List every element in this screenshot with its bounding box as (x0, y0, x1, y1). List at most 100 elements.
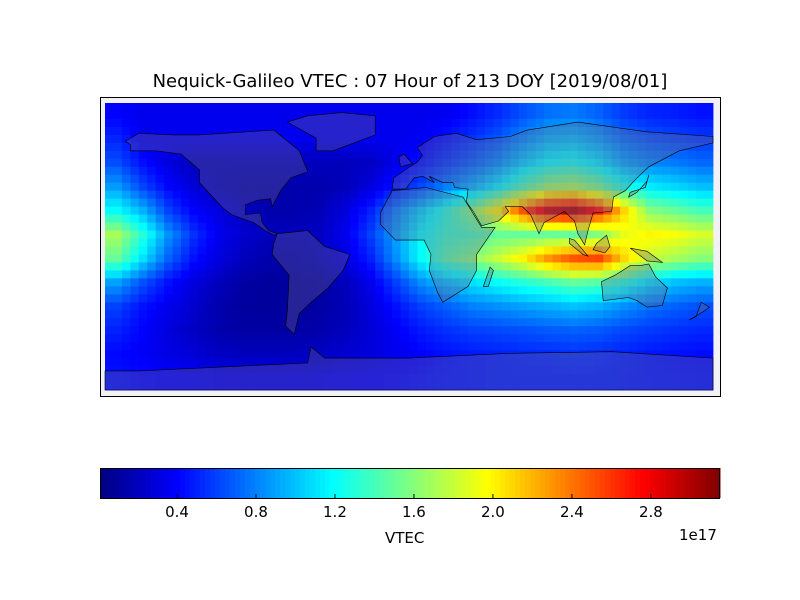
heatmap-cell (552, 174, 562, 184)
heatmap-cell (147, 158, 157, 168)
heatmap-cell (197, 110, 207, 120)
heatmap-cell (130, 110, 140, 120)
heatmap-cell (586, 230, 596, 239)
heatmap-cell (366, 182, 376, 192)
heatmap-cell (155, 246, 165, 255)
heatmap-cell (307, 366, 317, 375)
heatmap-cell (611, 334, 621, 343)
heatmap-cell (392, 262, 401, 271)
heatmap-cell (535, 278, 545, 287)
heatmap-cell (375, 190, 385, 200)
heatmap-cell (147, 222, 157, 231)
heatmap-cell (442, 238, 452, 247)
heatmap-cell (181, 134, 190, 144)
heatmap-cell (485, 158, 494, 168)
heatmap-cell (290, 190, 300, 200)
heatmap-cell (645, 286, 655, 295)
heatmap-cell (679, 158, 689, 168)
heatmap-cell (392, 302, 401, 311)
heatmap-cell (231, 374, 241, 383)
heatmap-cell (324, 230, 334, 239)
heatmap-cell (164, 222, 173, 231)
heatmap-cell (333, 118, 342, 128)
heatmap-cell (383, 190, 393, 200)
heatmap-cell (240, 310, 249, 319)
heatmap-cell (240, 230, 249, 239)
heatmap-cell (231, 150, 241, 160)
heatmap-cell (231, 238, 241, 247)
heatmap-cell (653, 174, 663, 184)
heatmap-cell (611, 110, 621, 120)
heatmap-cell (687, 206, 697, 216)
heatmap-cell (257, 134, 266, 144)
heatmap-cell (383, 158, 393, 168)
heatmap-cell (383, 174, 393, 184)
heatmap-cell (105, 214, 114, 223)
heatmap-cell (383, 198, 393, 208)
heatmap-cell (307, 382, 317, 391)
heatmap-cell (316, 366, 325, 375)
heatmap-cell (121, 198, 131, 208)
heatmap-cell (577, 342, 587, 351)
heatmap-cell (121, 342, 131, 351)
heatmap-cell (493, 126, 503, 136)
heatmap-cell (518, 190, 528, 200)
heatmap-cell (704, 326, 714, 335)
heatmap-cell (653, 238, 663, 247)
heatmap-cell (620, 142, 629, 152)
heatmap-cell (544, 182, 553, 192)
heatmap-cell (501, 358, 511, 367)
heatmap-cell (214, 326, 224, 335)
heatmap-cell (611, 198, 621, 208)
heatmap-cell (527, 174, 537, 184)
heatmap-cell (603, 126, 613, 136)
heatmap-cell (214, 158, 224, 168)
heatmap-cell (696, 246, 705, 255)
colorbar-segment (405, 468, 411, 498)
heatmap-cell (248, 254, 258, 263)
heatmap-cell (147, 126, 157, 136)
heatmap-cell (324, 278, 334, 287)
heatmap-cell (172, 238, 182, 247)
heatmap-cell (561, 366, 570, 375)
heatmap-cell (273, 103, 283, 112)
heatmap-cell (586, 318, 596, 327)
heatmap-cell (383, 166, 393, 176)
heatmap-cell (341, 374, 351, 383)
continent-eurasia (391, 121, 714, 246)
heatmap-cell (552, 150, 562, 160)
heatmap-cell (231, 358, 241, 367)
heatmap-cell (434, 286, 444, 295)
heatmap-cell (459, 286, 469, 295)
heatmap-cell (577, 334, 587, 343)
heatmap-cell (501, 118, 511, 128)
heatmap-cell (662, 182, 672, 192)
heatmap-cell (223, 278, 233, 287)
colorbar (100, 468, 721, 498)
heatmap-cell (493, 190, 503, 200)
colorbar-segment (315, 468, 321, 498)
heatmap-cell (687, 374, 697, 383)
heatmap-cell (645, 126, 655, 136)
heatmap-cell (400, 366, 410, 375)
heatmap-cell (358, 126, 368, 136)
heatmap-cell (121, 118, 131, 128)
heatmap-cell (290, 142, 300, 152)
heatmap-cell (231, 222, 241, 231)
heatmap-cell (206, 134, 216, 144)
heatmap-cell (577, 230, 587, 239)
heatmap-cell (459, 310, 469, 319)
heatmap-cell (535, 198, 545, 208)
heatmap-cell (679, 222, 689, 231)
heatmap-cell (620, 150, 629, 160)
heatmap-cell (138, 222, 148, 231)
heatmap-cell (265, 230, 275, 239)
heatmap-cell (409, 374, 418, 383)
heatmap-cell (121, 222, 131, 231)
heatmap-cell (679, 150, 689, 160)
heatmap-cell (121, 126, 131, 136)
heatmap-cell (603, 326, 613, 335)
heatmap-cell (130, 103, 140, 112)
heatmap-cell (577, 238, 587, 247)
heatmap-cell (147, 206, 157, 216)
